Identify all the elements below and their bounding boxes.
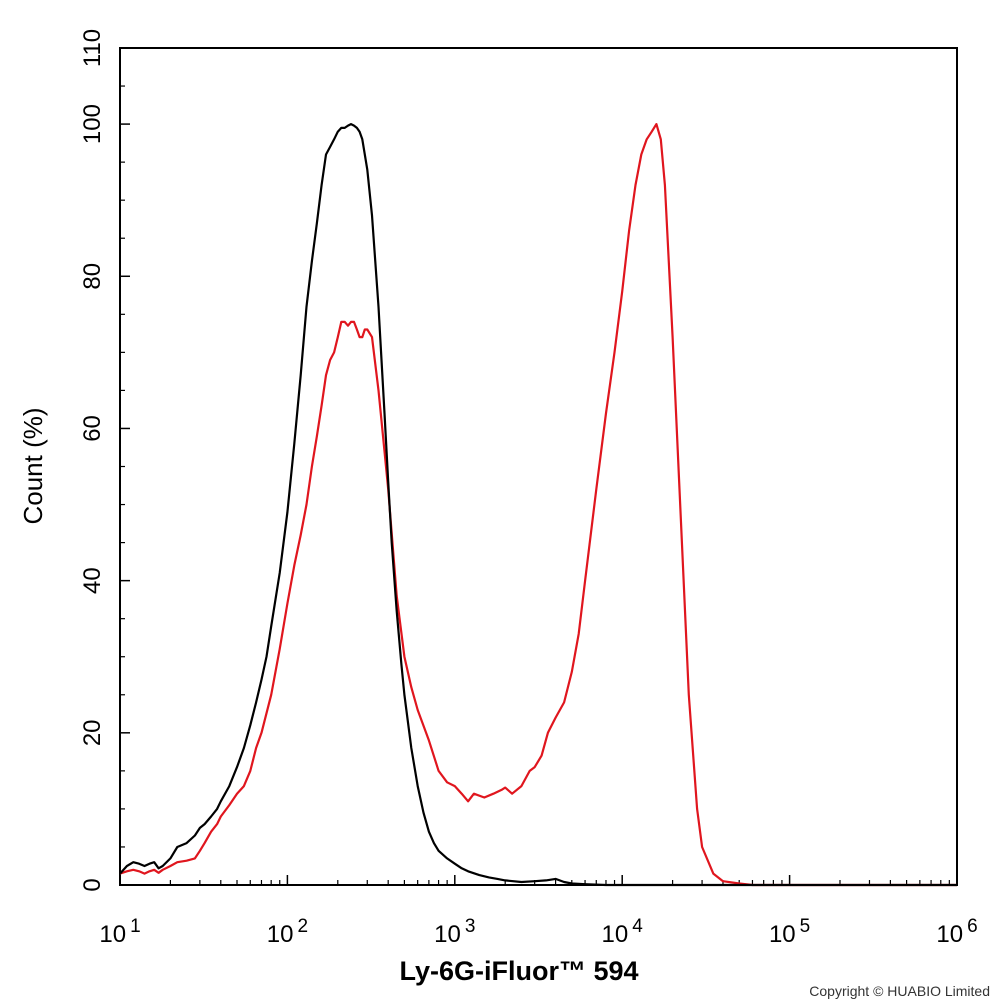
y-axis-title: Count (%) [18,407,48,524]
y-tick-label: 110 [79,29,106,67]
y-tick-label: 0 [79,878,106,891]
series-group [119,122,957,887]
y-tick-label: 80 [79,263,106,290]
x-tick-label: 10 4 [602,916,644,948]
copyright-text: Copyright © HUABIO Limited [809,983,990,999]
x-tick-label: 10 3 [434,916,475,948]
y-tick-labels: 0 20 40 60 80 100 110 [79,29,106,892]
y-tick-label: 100 [79,104,106,144]
series-line-2 [119,122,957,887]
y-tick-label: 60 [79,415,106,442]
x-tick-label: 10 6 [936,916,977,948]
y-tick-label: 20 [79,719,106,746]
series-line-1 [119,122,957,887]
x-tick-label: 10 2 [267,916,308,948]
x-tick-label: 10 1 [99,916,140,948]
x-tick-label: 10 5 [769,916,810,948]
y-tick-label: 40 [79,567,106,594]
x-major-ticks [119,875,958,885]
y-ticks [120,47,130,886]
x-tick-labels: 10 1 10 2 10 3 10 4 10 5 10 6 [99,916,977,948]
x-axis-title: Ly-6G-iFluor™ 594 [399,956,638,986]
